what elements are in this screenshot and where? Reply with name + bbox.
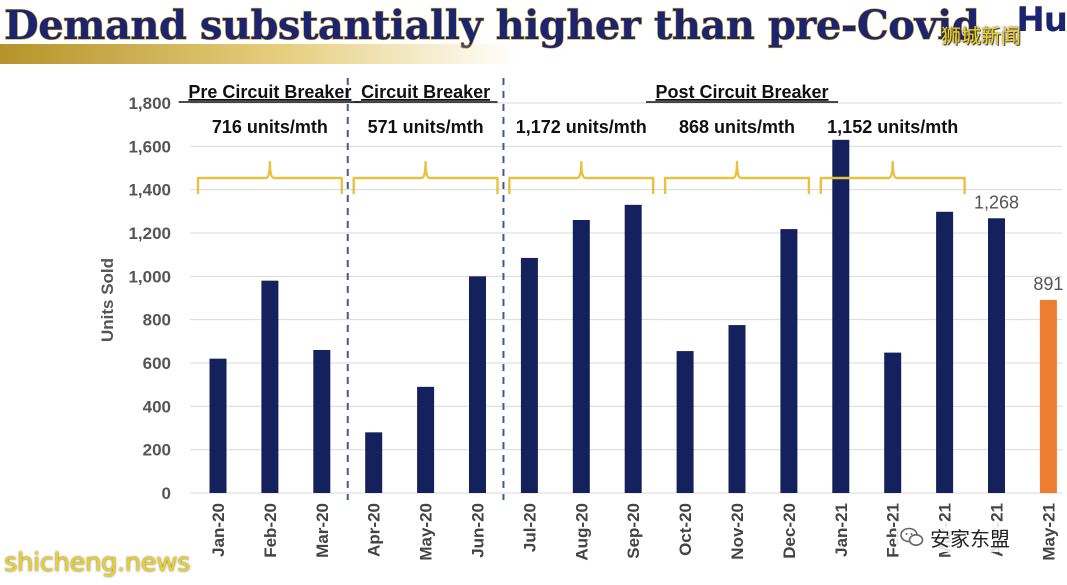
x-tick-label: Jan-20	[209, 503, 228, 557]
y-tick-label: 1,800	[128, 94, 171, 113]
average-bracket	[352, 160, 499, 194]
wechat-tag-label: 安家东盟	[930, 528, 1010, 551]
bar	[676, 351, 694, 493]
y-tick-label: 400	[143, 397, 171, 416]
average-label: 868 units/mth	[679, 117, 795, 137]
y-tick-label: 1,600	[128, 137, 171, 156]
bar	[520, 257, 538, 493]
average-label: 571 units/mth	[368, 117, 484, 137]
y-tick-label: 1,200	[128, 224, 171, 243]
x-tick-label: Dec-20	[780, 503, 799, 559]
x-tick-label: Mar-20	[313, 503, 332, 558]
bar	[1039, 299, 1057, 493]
bar	[884, 352, 902, 493]
bar	[365, 432, 383, 493]
x-tick-label: Sep-20	[624, 503, 643, 559]
data-label: 1,268	[974, 192, 1019, 212]
x-tick-label: Aug-20	[572, 503, 591, 561]
x-tick-label: Apr-20	[365, 503, 384, 557]
x-tick-label: Nov-20	[728, 503, 747, 560]
title-underline	[0, 44, 518, 64]
bar	[728, 325, 746, 493]
average-bracket	[508, 160, 655, 194]
brand-logo: Hu	[1016, 0, 1067, 40]
bar	[832, 139, 850, 494]
y-tick-label: 800	[143, 311, 171, 330]
bar	[780, 229, 798, 493]
y-tick-label: 1,000	[128, 267, 171, 286]
bar	[624, 204, 642, 494]
average-label: 716 units/mth	[212, 117, 328, 137]
y-tick-label: 600	[143, 354, 171, 373]
bar	[936, 211, 954, 493]
bar	[572, 220, 590, 493]
period-label: Post Circuit Breaker	[655, 82, 828, 102]
data-label: 891	[1033, 274, 1063, 294]
x-tick-label: Oct-20	[676, 503, 695, 556]
y-tick-label: 200	[143, 441, 171, 460]
y-tick-label: 0	[162, 484, 171, 503]
x-tick-label: Jun-20	[469, 503, 488, 558]
period-label: Circuit Breaker	[361, 82, 490, 102]
x-tick-label: Feb-20	[261, 503, 280, 558]
bar	[417, 386, 435, 493]
x-tick-label: May-21	[1039, 503, 1058, 561]
average-bracket	[819, 160, 966, 194]
bar	[209, 358, 227, 493]
wechat-tag: 安家东盟	[896, 522, 1014, 552]
average-bracket	[196, 160, 343, 194]
wechat-icon	[900, 527, 924, 546]
watermark: shicheng.news	[4, 548, 191, 578]
bar	[313, 350, 331, 493]
average-bracket	[663, 160, 811, 194]
x-tick-label: Jul-20	[520, 503, 539, 552]
x-tick-label: May-20	[417, 503, 436, 561]
bar	[261, 280, 279, 493]
average-label: 1,172 units/mth	[516, 117, 647, 137]
y-tick-label: 1,400	[128, 181, 171, 200]
x-tick-label: Jan-21	[832, 503, 851, 557]
bar	[469, 276, 486, 493]
chart-title: Demand substantially higher than pre-Cov…	[3, 1, 980, 49]
average-label: 1,152 units/mth	[827, 117, 958, 137]
y-axis-label: Units Sold	[98, 258, 117, 342]
period-label: Pre Circuit Breaker	[188, 82, 351, 102]
bar	[988, 218, 1005, 493]
site-tag: 狮城新闻	[941, 24, 1021, 48]
